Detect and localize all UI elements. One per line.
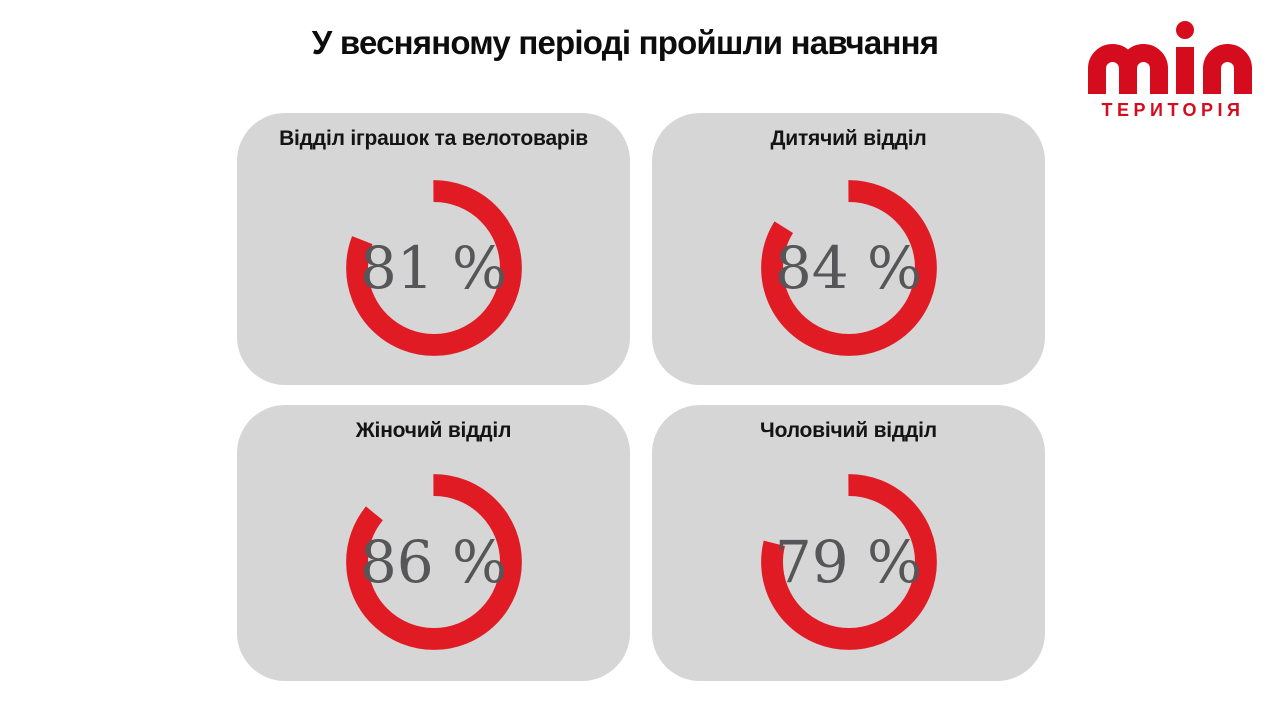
card-children: Дитячий відділ 84 % [652,113,1045,385]
donut-chart: 81 % [339,151,529,385]
donut-ring-icon [345,474,522,650]
brand-logo: ТЕРИТОРІЯ [1088,20,1258,121]
card-men: Чоловічий відділ 79 % [652,405,1045,681]
donut-chart: 86 % [339,443,529,681]
card-title: Жіночий відділ [355,419,512,442]
card-women: Жіночий відділ 86 % [237,405,630,681]
donut-ring-icon [345,180,522,356]
donut-ring-icon [760,180,937,356]
card-toys-bikes: Відділ іграшок та велотоварів 81 % [237,113,630,385]
page-title: У весняному періоді пройшли навчання [311,24,939,61]
card-title: Дитячий відділ [770,127,927,150]
percent-value: 84 % [774,234,923,302]
min-logo-icon [1088,21,1252,94]
percent-value: 79 % [774,528,923,596]
donut-chart: 79 % [754,443,944,681]
percent-value: 86 % [359,528,508,596]
cards-grid: Відділ іграшок та велотоварів 81 % Дитяч… [237,113,1045,681]
percent-value: 81 % [359,234,508,302]
donut-chart: 84 % [754,151,944,385]
logo-subtext: ТЕРИТОРІЯ [1101,100,1245,120]
donut-ring-icon [760,474,937,650]
card-title: Відділ іграшок та велотоварів [279,127,588,150]
card-title: Чоловічий відділ [760,419,937,442]
